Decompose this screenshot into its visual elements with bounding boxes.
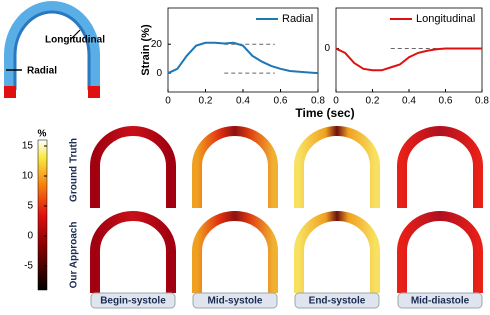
legend-label: Longitudinal: [416, 13, 475, 25]
colorbar-tick-label: -5: [24, 261, 33, 272]
line: [335, 47, 482, 72]
strain-map: [90, 126, 176, 208]
column-tag: [90, 292, 176, 309]
strain-map: [397, 126, 483, 208]
x-tick-label: 0.2: [366, 96, 380, 107]
colorbar-tick-label: 10: [22, 171, 34, 182]
x-tick-label: 0.8: [475, 96, 489, 107]
diagram-label: Longitudinal: [45, 35, 105, 46]
y-tick-label: 0: [324, 43, 330, 54]
legend-label: Radial: [282, 13, 313, 25]
column-label: Mid-systole: [207, 296, 262, 307]
strain-map: [90, 211, 176, 293]
x-tick-label: 0.8: [311, 96, 325, 107]
myocardium-diagram: Longitudinal Radial: [3, 1, 105, 98]
y-tick-label: 0: [156, 68, 162, 79]
colorbar: [37, 139, 48, 291]
column-tag: [397, 292, 483, 309]
x-axis-label: Time (sec): [295, 106, 354, 120]
column-label: Begin-systole: [100, 296, 166, 307]
colorbar-tick-label: 15: [22, 141, 34, 152]
colorbar-tick-label: 5: [27, 201, 33, 212]
column-tag: [192, 292, 278, 309]
strain-map: [192, 126, 278, 208]
diagram-label: Radial: [27, 66, 57, 77]
colorbar-label: %: [38, 129, 47, 140]
x-tick-label: 0.4: [236, 96, 250, 107]
x-tick-label: 0: [333, 96, 339, 107]
x-tick-label: 0.2: [199, 96, 213, 107]
column-label: End-systole: [309, 296, 366, 307]
line: [167, 41, 319, 75]
column-label: Mid-diastole: [411, 296, 470, 307]
row-label: Our Approach: [69, 222, 80, 289]
colorbar-tick-label: 0: [27, 231, 33, 242]
x-tick-label: 0.6: [274, 96, 288, 107]
x-tick-label: 0.6: [439, 96, 453, 107]
strain-map: [192, 211, 278, 293]
strain-map: [294, 211, 380, 293]
y-axis-label: Strain (%): [140, 24, 152, 76]
row-label: Ground Truth: [69, 138, 80, 202]
strain-map: [397, 211, 483, 293]
column-tag: [294, 292, 380, 309]
x-tick-label: 0.4: [402, 96, 416, 107]
strain-map: [294, 126, 380, 208]
y-tick-label: 20: [151, 39, 163, 50]
x-tick-label: 0: [165, 96, 171, 107]
